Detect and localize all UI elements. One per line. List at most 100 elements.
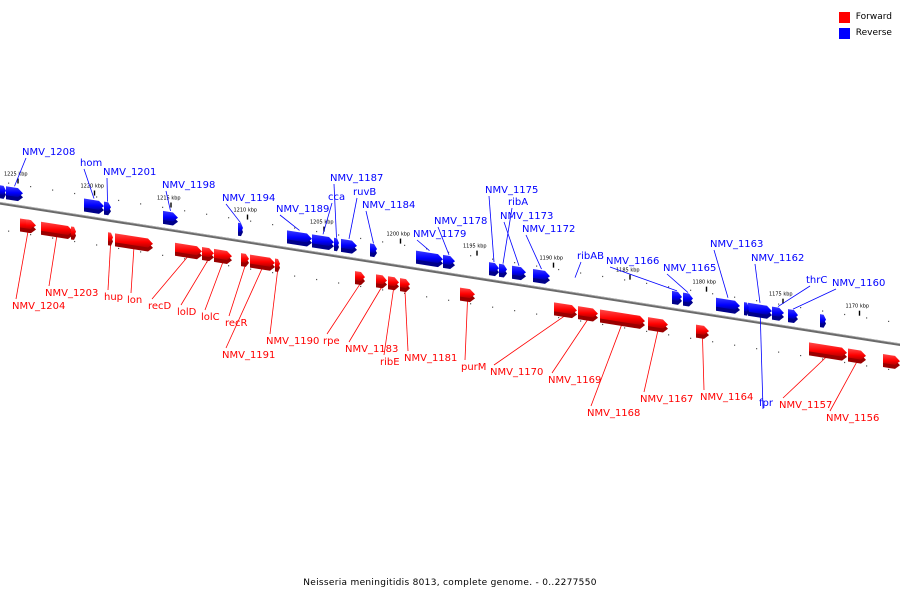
gene-label-nmv-1157[interactable]: NMV_1157 [779,400,832,411]
gene-purm[interactable] [460,287,475,303]
gene-nmv-1183[interactable] [376,274,387,289]
gene-nmv-1169[interactable] [578,306,598,322]
gene-label-nmv-1178[interactable]: NMV_1178 [434,216,487,227]
gene-fragment[interactable] [883,354,900,369]
gene-label-ribe[interactable]: ribE [380,357,400,368]
gene-lolc[interactable] [214,248,232,264]
gene-nmv-1160[interactable] [788,309,798,324]
gene-label-nmv-1203[interactable]: NMV_1203 [45,288,98,299]
gene-nmv-1165[interactable] [683,292,693,307]
gene-cca[interactable] [312,234,334,250]
gene-nmv-1173[interactable] [512,265,526,281]
gene-nmv-1208[interactable] [6,186,23,202]
gene-hom[interactable] [84,198,104,214]
position-dot [800,354,802,357]
gene-label-lold[interactable]: lolD [177,307,197,318]
gene-nmv-1190[interactable] [275,258,280,272]
gene-nmv-1164[interactable] [696,324,709,339]
gene-nmv-1157[interactable] [809,342,847,361]
gene-label-ribab[interactable]: ribAB [577,251,604,262]
gene-fragment[interactable] [744,302,749,316]
gene-label-nmv-1164[interactable]: NMV_1164 [700,392,753,403]
gene-label-nmv-1190[interactable]: NMV_1190 [266,336,319,347]
gene-label-fpr[interactable]: fpr [759,398,774,409]
gene-nmv-1163[interactable] [716,297,740,314]
gene-nmv-1178[interactable] [443,254,455,270]
gene-label-nmv-1165[interactable]: NMV_1165 [663,263,716,274]
gene-label-nmv-1194[interactable]: NMV_1194 [222,193,275,204]
gene-label-recd[interactable]: recD [148,301,172,312]
gene-fragment[interactable] [820,314,826,328]
gene-thrc[interactable] [772,306,784,321]
gene-label-lolc[interactable]: lolC [201,312,220,323]
leader-nmv-1191 [225,267,263,349]
position-dot [316,230,318,233]
gene-nmv-1198[interactable] [163,210,178,226]
gene-hup[interactable] [108,232,113,246]
gene-label-lon[interactable]: lon [127,295,142,306]
gene-nmv-1172[interactable] [533,269,550,284]
gene-label-nmv-1163[interactable]: NMV_1163 [710,239,763,250]
gene-nmv-1156[interactable] [848,348,866,364]
position-dot [470,255,472,257]
gene-nmv-1179[interactable] [416,250,443,268]
gene-label-nmv-1179[interactable]: NMV_1179 [413,229,466,240]
gene-label-hup[interactable]: hup [104,292,123,303]
gene-label-recr[interactable]: recR [225,318,248,329]
gene-label-nmv-1204[interactable]: NMV_1204 [12,301,65,312]
gene-label-nmv-1198[interactable]: NMV_1198 [162,180,215,191]
gene-label-nmv-1201[interactable]: NMV_1201 [103,167,156,178]
gene-label-thrc[interactable]: thrC [806,275,827,286]
gene-fragment[interactable] [26,219,34,234]
gene-label-cca[interactable]: cca [328,192,345,203]
gene-label-nmv-1156[interactable]: NMV_1156 [826,413,879,424]
gene-label-nmv-1173[interactable]: NMV_1173 [500,211,553,222]
gene-nmv-1162[interactable] [748,302,772,319]
gene-label-nmv-1168[interactable]: NMV_1168 [587,408,640,419]
gene-fragment[interactable] [71,226,76,240]
gene-nmv-1184[interactable] [370,243,377,258]
gene-label-nmv-1181[interactable]: NMV_1181 [404,353,457,364]
gene-nmv-1191[interactable] [250,254,275,271]
gene-nmv-1175[interactable] [489,262,499,277]
gene-rpe[interactable] [355,271,365,286]
gene-recr[interactable] [241,253,249,267]
gene-nmv-1168[interactable] [600,309,645,329]
gene-label-nmv-1189[interactable]: NMV_1189 [276,204,329,215]
gene-nmv-1187[interactable] [334,237,339,252]
gene-label-nmv-1166[interactable]: NMV_1166 [606,256,659,267]
gene-label-nmv-1184[interactable]: NMV_1184 [362,200,415,211]
gene-nmv-1167[interactable] [648,317,668,333]
gene-label-nmv-1169[interactable]: NMV_1169 [548,375,601,386]
gene-label-riba[interactable]: ribA [508,197,528,208]
gene-label-nmv-1183[interactable]: NMV_1183 [345,344,398,355]
gene-label-rpe[interactable]: rpe [323,336,340,347]
gene-riba[interactable] [499,263,507,278]
gene-label-nmv-1162[interactable]: NMV_1162 [751,253,804,264]
gene-recd[interactable] [175,242,202,260]
gene-nmv-1194[interactable] [238,222,243,237]
gene-label-nmv-1208[interactable]: NMV_1208 [22,147,75,158]
gene-lold[interactable] [202,247,214,262]
gene-nmv-1170[interactable] [554,302,577,319]
gene-label-ruvb[interactable]: ruvB [353,187,376,198]
gene-nmv-1189[interactable] [287,230,312,247]
gene-label-nmv-1191[interactable]: NMV_1191 [222,350,275,361]
gene-nmv-1203[interactable] [41,221,73,239]
gene-label-purm[interactable]: purM [461,362,486,373]
gene-lon[interactable] [115,233,153,252]
gene-label-nmv-1170[interactable]: NMV_1170 [490,367,543,378]
position-dot [52,237,54,239]
gene-ruvb[interactable] [341,238,357,254]
gene-label-nmv-1172[interactable]: NMV_1172 [522,224,575,235]
gene-label-hom[interactable]: hom [80,158,102,169]
gene-nmv-1166[interactable] [672,290,682,305]
gene-label-nmv-1175[interactable]: NMV_1175 [485,185,538,196]
gene-nmv-1201[interactable] [104,201,111,216]
gene-ribe[interactable] [388,276,399,291]
gene-label-nmv-1160[interactable]: NMV_1160 [832,278,885,289]
gene-nmv-1181[interactable] [400,278,410,293]
gene-label-nmv-1167[interactable]: NMV_1167 [640,394,693,405]
gene-fragment[interactable] [0,185,6,199]
gene-label-nmv-1187[interactable]: NMV_1187 [330,173,383,184]
